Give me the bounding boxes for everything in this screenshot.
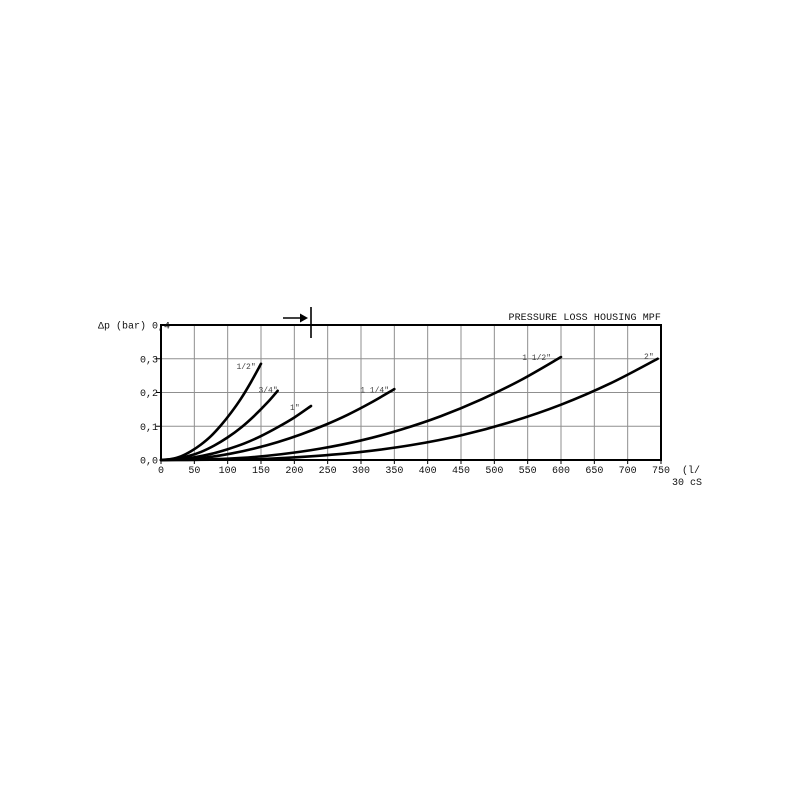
x-tick-label: 600 xyxy=(552,466,570,477)
x-unit-note-line1: (l/ xyxy=(682,465,700,477)
y-tick-label: 0,3 xyxy=(140,355,158,366)
x-tick-label: 750 xyxy=(652,466,670,477)
curve-two-inch xyxy=(159,357,659,462)
y-tick-label: 0,2 xyxy=(140,389,158,400)
curve-label-half-inch: 1/2" xyxy=(236,363,255,372)
y-tick-label: 0,1 xyxy=(140,423,158,434)
flow-marker-arrowhead-icon xyxy=(300,313,308,323)
x-tick-label: 150 xyxy=(252,466,270,477)
x-tick-label: 250 xyxy=(319,466,337,477)
curve-label-two-inch: 2" xyxy=(644,353,654,362)
x-tick-label: 400 xyxy=(419,466,437,477)
curve-one-and-quarter-inch xyxy=(159,387,396,462)
x-tick-label: 700 xyxy=(619,466,637,477)
x-unit-note-line2: 30 cS xyxy=(672,478,702,489)
curve-label-one-and-quarter-inch: 1 1/4" xyxy=(360,387,389,396)
curve-label-one-and-half-inch: 1 1/2" xyxy=(522,354,551,363)
curve-label-one-inch: 1" xyxy=(290,404,300,413)
x-tick-label: 350 xyxy=(385,466,403,477)
y-tick-label: 0,4 xyxy=(152,322,170,333)
curve-label-three-quarter-inch: 3/4" xyxy=(258,387,277,396)
x-tick-label: 0 xyxy=(158,466,164,477)
x-tick-label: 550 xyxy=(519,466,537,477)
x-tick-label: 500 xyxy=(485,466,503,477)
x-tick-label: 300 xyxy=(352,466,370,477)
x-tick-label: 650 xyxy=(585,466,603,477)
x-tick-label: 450 xyxy=(452,466,470,477)
y-axis-label: Δp (bar) xyxy=(98,321,146,333)
x-tick-label: 200 xyxy=(285,466,303,477)
curve-half-inch xyxy=(159,362,263,462)
chart-title: PRESSURE LOSS HOUSING MPF xyxy=(508,313,661,324)
y-tick-label: 0,0 xyxy=(140,457,158,468)
x-tick-label: 100 xyxy=(219,466,237,477)
x-tick-label: 50 xyxy=(188,466,200,477)
